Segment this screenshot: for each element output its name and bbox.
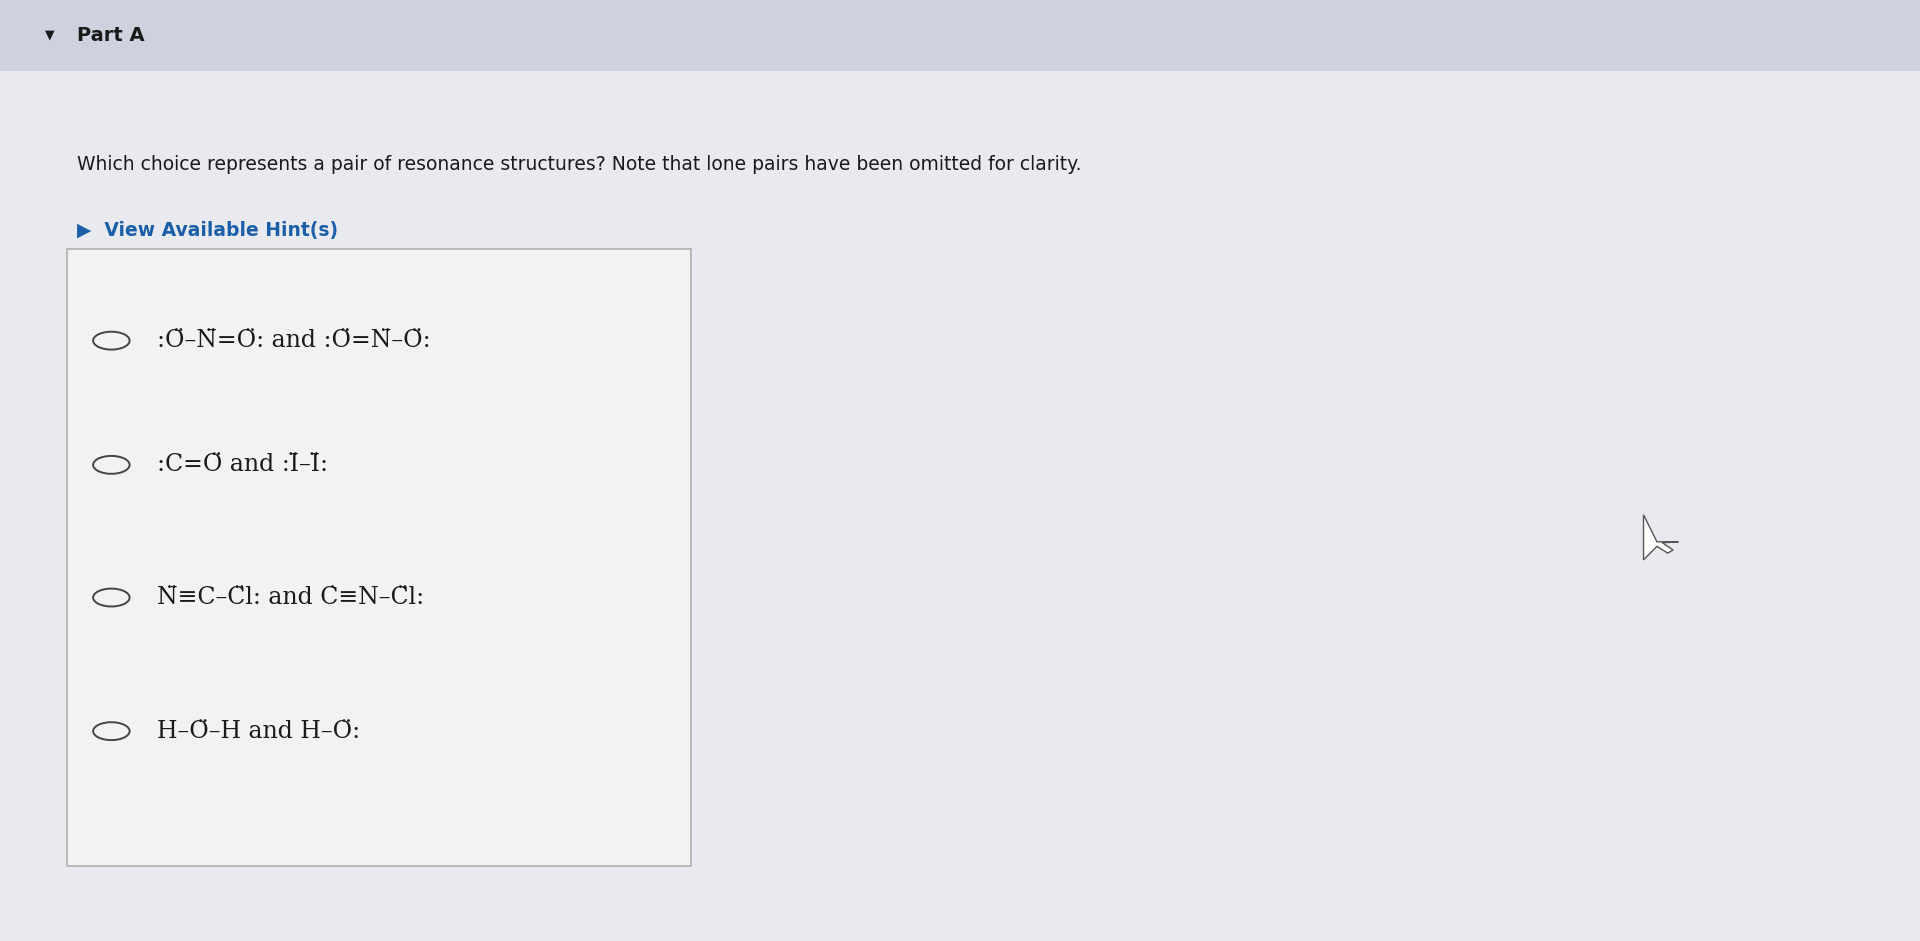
Text: ▼: ▼ xyxy=(44,29,56,41)
Text: :Ö–N̈=Ö: and :Ö=N̈–Ö:: :Ö–N̈=Ö: and :Ö=N̈–Ö: xyxy=(157,329,430,352)
FancyBboxPatch shape xyxy=(0,0,1920,71)
Text: N̈≡C–C̈l: and Ċ≡N–C̈l:: N̈≡C–C̈l: and Ċ≡N–C̈l: xyxy=(157,586,424,609)
Text: :C=Ö and :Ï–Ï:: :C=Ö and :Ï–Ï: xyxy=(157,454,328,476)
Text: Part A: Part A xyxy=(77,25,144,45)
FancyBboxPatch shape xyxy=(67,249,691,866)
Text: Which choice represents a pair of resonance structures? Note that lone pairs hav: Which choice represents a pair of resona… xyxy=(77,155,1081,174)
Text: ▶  View Available Hint(s): ▶ View Available Hint(s) xyxy=(77,221,338,240)
Text: H–Ö–H and H–Ö:: H–Ö–H and H–Ö: xyxy=(157,720,361,742)
Polygon shape xyxy=(1644,515,1678,560)
